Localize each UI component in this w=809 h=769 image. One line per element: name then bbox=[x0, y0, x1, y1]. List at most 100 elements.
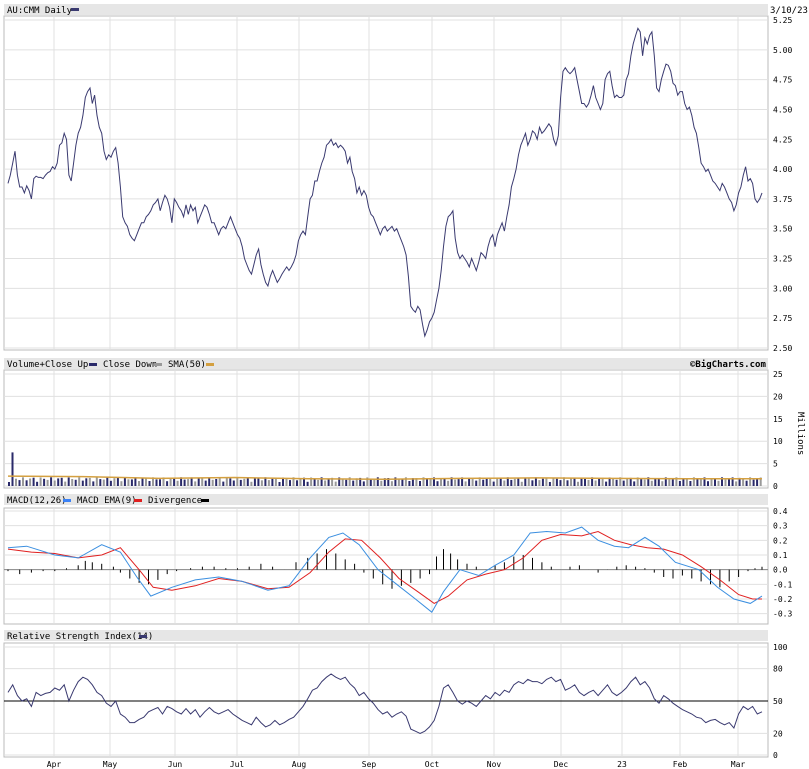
volume-bar bbox=[534, 477, 537, 486]
volume-bar bbox=[717, 480, 720, 486]
volume-bar bbox=[752, 479, 755, 486]
volume-bar bbox=[563, 477, 565, 486]
volume-bar bbox=[587, 479, 590, 486]
volume-bar bbox=[759, 477, 762, 486]
volume-bar bbox=[559, 480, 562, 486]
volume-legend-close-up: Close Up bbox=[45, 360, 88, 370]
volume-bar bbox=[499, 478, 502, 486]
volume-bar bbox=[510, 479, 513, 486]
volume-bar bbox=[661, 481, 664, 486]
macd-legend-ema: MACD EMA(9) bbox=[77, 496, 137, 506]
volume-bar bbox=[148, 481, 151, 486]
y-tick-label: 5.00 bbox=[773, 46, 792, 55]
volume-bar bbox=[756, 479, 759, 486]
volume-bar bbox=[654, 478, 657, 486]
volume-bar bbox=[123, 477, 126, 486]
volume-bar bbox=[99, 479, 102, 486]
volume-bar bbox=[53, 480, 56, 486]
volume-bar bbox=[721, 477, 723, 486]
y-tick-label: 4.75 bbox=[773, 76, 792, 85]
volume-bar bbox=[541, 478, 544, 486]
volume-bar bbox=[285, 478, 288, 486]
volume-bar bbox=[573, 477, 576, 486]
volume-bar bbox=[197, 477, 200, 486]
volume-bar bbox=[629, 477, 632, 486]
macd-ema-swatch bbox=[134, 499, 142, 502]
volume-bar bbox=[401, 479, 404, 486]
volume-bar bbox=[612, 479, 615, 486]
y-tick-label: -0.2 bbox=[773, 595, 792, 604]
volume-bar bbox=[731, 477, 734, 486]
volume-bar bbox=[173, 478, 176, 486]
y-tick-label: 5.25 bbox=[773, 16, 792, 25]
volume-bar bbox=[584, 478, 586, 486]
close-down-swatch bbox=[154, 363, 162, 366]
y-tick-label: -0.1 bbox=[773, 580, 792, 589]
volume-bar bbox=[591, 477, 594, 486]
volume-bar bbox=[218, 477, 221, 486]
volume-bar bbox=[742, 478, 745, 486]
volume-bar bbox=[390, 481, 393, 486]
volume-bar bbox=[440, 478, 442, 486]
macd-y-axis: -0.3 -0.2 -0.1 0.0 0.1 0.2 0.3 0.4 bbox=[773, 507, 792, 619]
volume-bar bbox=[622, 480, 625, 486]
volume-bar bbox=[278, 482, 281, 486]
volume-bar bbox=[327, 478, 330, 486]
volume-bar bbox=[714, 478, 716, 486]
x-axis-label: Dec bbox=[554, 760, 569, 769]
volume-bar bbox=[88, 477, 91, 486]
y-tick-label: 4.25 bbox=[773, 135, 792, 144]
volume-bar bbox=[345, 479, 348, 486]
volume-bar bbox=[615, 479, 618, 486]
y-tick-label: 4.00 bbox=[773, 165, 792, 174]
volume-bar bbox=[394, 477, 397, 486]
volume-bar bbox=[626, 478, 629, 486]
volume-bar bbox=[141, 478, 144, 486]
volume-bar bbox=[236, 477, 239, 486]
volume-bar bbox=[471, 478, 474, 486]
volume-bar bbox=[134, 477, 137, 486]
volume-bar bbox=[696, 479, 699, 486]
volume-bar bbox=[369, 479, 372, 486]
volume-bar bbox=[338, 477, 341, 486]
volume-bars bbox=[8, 452, 762, 486]
volume-bar bbox=[605, 481, 608, 486]
volume-bar bbox=[299, 478, 302, 486]
price-y-axis: 2.50 2.75 3.00 3.25 3.50 3.75 4.00 4.25 4.50 4.75… bbox=[773, 16, 792, 353]
x-axis-labels: Apr May Jun Jul Aug Sep Oct Nov Dec 23 Feb Mar bbox=[47, 760, 746, 769]
volume-bar bbox=[703, 477, 706, 486]
volume-bar bbox=[71, 479, 74, 486]
volume-bar bbox=[724, 479, 727, 486]
volume-bar bbox=[352, 480, 355, 486]
volume-bar bbox=[127, 479, 130, 486]
price-grid bbox=[4, 16, 768, 350]
volume-bar bbox=[710, 478, 713, 486]
volume-bar bbox=[225, 477, 228, 486]
price-legend-swatch bbox=[71, 8, 79, 11]
price-panel bbox=[3, 15, 769, 351]
volume-bar bbox=[513, 478, 516, 486]
y-tick-label: 3.75 bbox=[773, 195, 792, 204]
volume-bar bbox=[232, 480, 235, 486]
volume-bar bbox=[102, 479, 105, 486]
volume-bar bbox=[264, 477, 267, 486]
volume-bar bbox=[489, 477, 492, 486]
volume-bar bbox=[619, 477, 622, 486]
volume-bar bbox=[745, 480, 748, 486]
volume-bar bbox=[657, 478, 660, 486]
volume-bar bbox=[296, 480, 298, 486]
volume-bar bbox=[503, 480, 506, 486]
volume-bar bbox=[250, 481, 253, 486]
macd-divergence-bars bbox=[7, 549, 763, 589]
y-tick-label: 0 bbox=[773, 751, 778, 760]
volume-bar bbox=[555, 478, 558, 486]
volume-bar bbox=[552, 477, 555, 486]
volume-bar bbox=[257, 478, 260, 486]
volume-bar bbox=[482, 479, 485, 486]
macd-legend-divergence: Divergence bbox=[148, 496, 202, 506]
macd-swatch bbox=[63, 499, 71, 502]
volume-bar bbox=[81, 480, 84, 486]
volume-bar bbox=[545, 477, 548, 486]
volume-y-label: Millions bbox=[795, 412, 805, 455]
volume-bar bbox=[594, 480, 597, 486]
